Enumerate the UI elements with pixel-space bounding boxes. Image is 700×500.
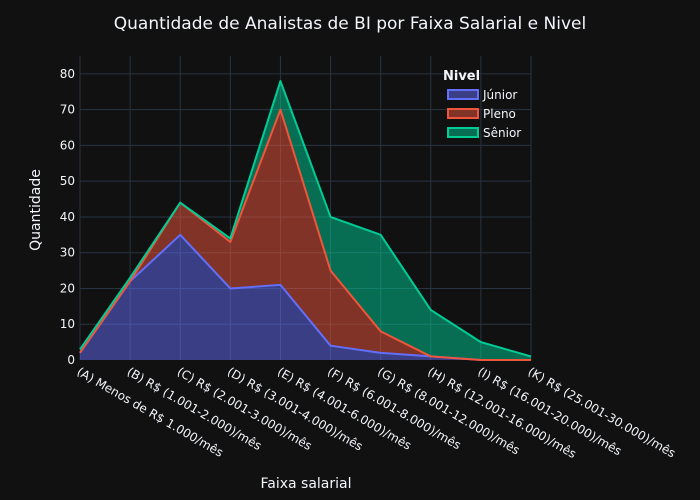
legend-swatch — [447, 108, 479, 119]
y-tick-label: 60 — [60, 138, 75, 152]
legend-title: Nivel — [443, 69, 480, 84]
legend-label: Pleno — [483, 107, 516, 121]
y-tick-label: 0 — [67, 353, 75, 367]
legend-swatch — [447, 127, 479, 138]
y-axis-ticks: 0 10 20 30 40 50 60 70 80 — [60, 67, 75, 367]
legend-item-sênior[interactable]: Sênior — [447, 126, 521, 140]
y-tick-label: 30 — [60, 246, 75, 260]
y-tick-label: 70 — [60, 103, 75, 117]
y-tick-label: 10 — [60, 317, 75, 331]
legend-label: Júnior — [482, 88, 517, 102]
y-tick-label: 40 — [60, 210, 75, 224]
y-tick-label: 20 — [60, 281, 75, 295]
legend-label: Sênior — [483, 126, 521, 140]
x-axis-label: Faixa salarial — [260, 476, 351, 492]
legend[interactable]: Nivel Júnior Pleno Sênior — [443, 69, 521, 140]
series-areas — [80, 81, 531, 361]
legend-swatch — [447, 89, 479, 100]
legend-item-pleno[interactable]: Pleno — [447, 107, 516, 121]
legend-item-júnior[interactable]: Júnior — [447, 88, 517, 102]
area-júnior — [80, 234, 531, 360]
area-pleno — [80, 109, 531, 360]
chart-title: Quantidade de Analistas de BI por Faixa … — [114, 14, 586, 34]
line-sênior — [79, 80, 532, 358]
y-tick-label: 80 — [60, 67, 75, 81]
y-tick-label: 50 — [60, 174, 75, 188]
y-axis-label: Quantidade — [28, 169, 44, 251]
series-lines — [79, 80, 532, 361]
